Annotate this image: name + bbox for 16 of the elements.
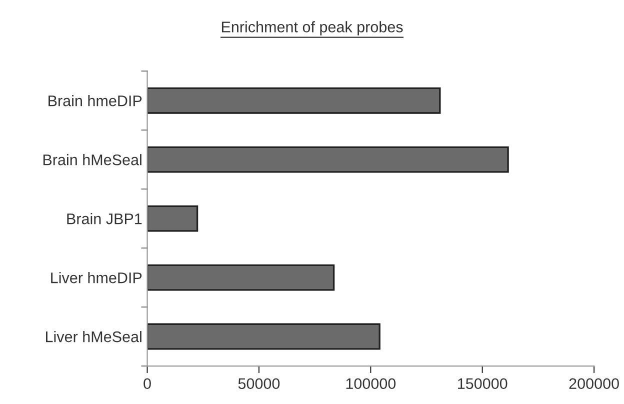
bar — [147, 146, 509, 173]
bar — [147, 87, 441, 114]
x-tick-label: 150000 — [458, 378, 508, 390]
chart-title: Enrichment of peak probes — [222, 21, 403, 36]
x-tick-label: 200000 — [569, 378, 619, 390]
y-tick-label: Brain hMeSeal — [43, 154, 142, 166]
x-tick-label: 50000 — [238, 378, 280, 390]
bar — [147, 323, 380, 350]
bar — [147, 205, 198, 232]
y-tick-label: Liver hmeDIP — [51, 272, 142, 284]
y-tick-label: Brain hmeDIP — [48, 95, 142, 106]
x-tick-label: 0 — [144, 378, 151, 390]
y-tick-label: Brain JBP1 — [67, 213, 142, 224]
bar — [147, 264, 335, 291]
y-tick-label: Liver hMeSeal — [46, 330, 142, 342]
x-tick-label: 100000 — [346, 378, 396, 390]
